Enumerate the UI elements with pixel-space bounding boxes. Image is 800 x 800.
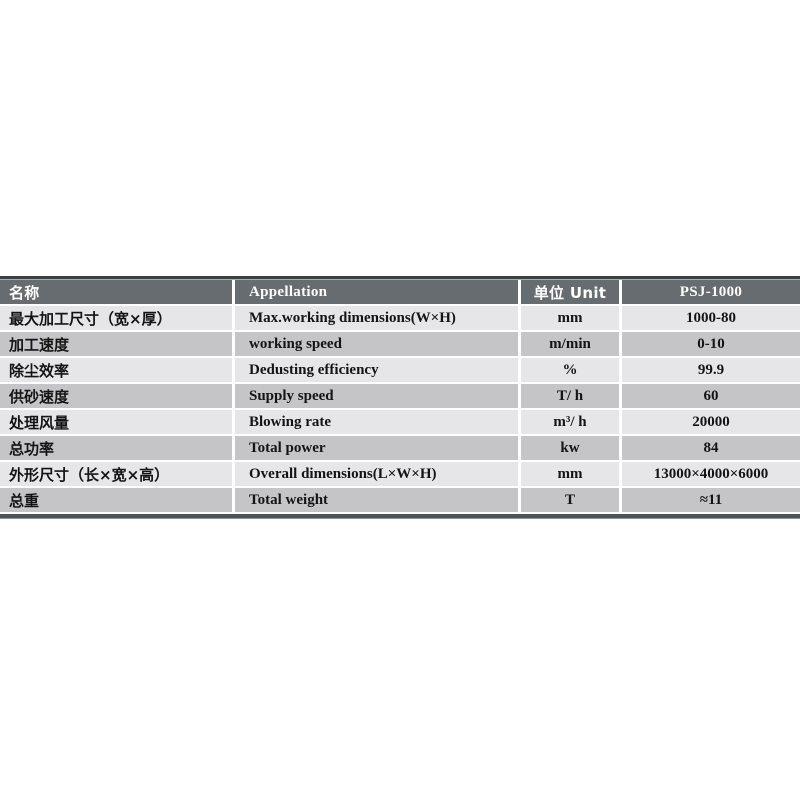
row-value-cell: ≈11 <box>622 488 800 512</box>
row-appellation-cell: working speed <box>235 332 518 356</box>
row-value-cell: 13000×4000×6000 <box>622 462 800 486</box>
header-appellation: Appellation <box>235 280 518 304</box>
row-appellation-cell: Max.working dimensions(W×H) <box>235 306 518 330</box>
header-unit: 单位 Unit <box>521 280 619 304</box>
row-appellation-cell: Dedusting efficiency <box>235 358 518 382</box>
row-appellation-cell: Total power <box>235 436 518 460</box>
row-name-cell: 供砂速度 <box>0 384 232 408</box>
header-name: 名称 <box>0 280 232 304</box>
row-value-cell: 60 <box>622 384 800 408</box>
row-appellation-cell: Supply speed <box>235 384 518 408</box>
row-name-cell: 除尘效率 <box>0 358 232 382</box>
row-unit-cell: kw <box>521 436 619 460</box>
row-value-cell: 99.9 <box>622 358 800 382</box>
row-name-cell: 外形尺寸（长×宽×高） <box>0 462 232 486</box>
table-top-border <box>0 276 800 280</box>
row-unit-cell: T/ h <box>521 384 619 408</box>
table-bottom-border <box>0 514 800 519</box>
row-name-cell: 最大加工尺寸（宽×厚） <box>0 306 232 330</box>
row-name-cell: 加工速度 <box>0 332 232 356</box>
spec-grid: 名称 Appellation 单位 Unit PSJ-1000 最大加工尺寸（宽… <box>0 280 800 512</box>
row-value-cell: 1000-80 <box>622 306 800 330</box>
row-unit-cell: T <box>521 488 619 512</box>
row-value-cell: 84 <box>622 436 800 460</box>
row-unit-cell: m/min <box>521 332 619 356</box>
row-appellation-cell: Total weight <box>235 488 518 512</box>
row-appellation-cell: Blowing rate <box>235 410 518 434</box>
row-name-cell: 处理风量 <box>0 410 232 434</box>
row-unit-cell: m³/ h <box>521 410 619 434</box>
row-value-cell: 0-10 <box>622 332 800 356</box>
row-name-cell: 总功率 <box>0 436 232 460</box>
row-appellation-cell: Overall dimensions(L×W×H) <box>235 462 518 486</box>
row-name-cell: 总重 <box>0 488 232 512</box>
row-unit-cell: % <box>521 358 619 382</box>
header-model: PSJ-1000 <box>622 280 800 304</box>
row-unit-cell: mm <box>521 306 619 330</box>
specification-table: 名称 Appellation 单位 Unit PSJ-1000 最大加工尺寸（宽… <box>0 276 800 519</box>
row-unit-cell: mm <box>521 462 619 486</box>
row-value-cell: 20000 <box>622 410 800 434</box>
